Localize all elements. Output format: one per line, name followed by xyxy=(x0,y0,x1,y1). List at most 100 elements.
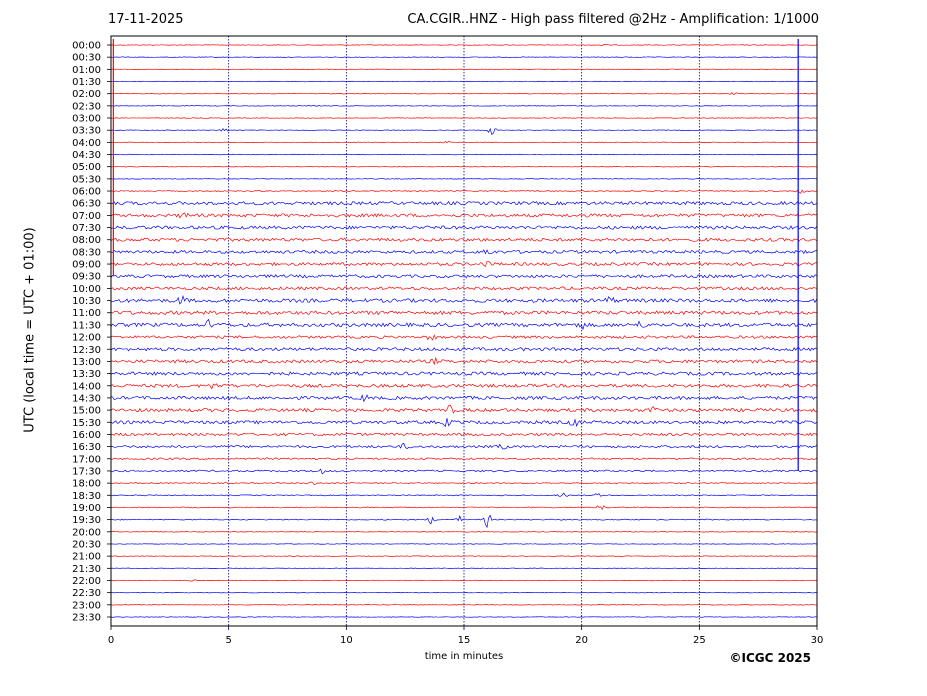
trace-0000 xyxy=(110,44,817,46)
trace-0730 xyxy=(110,225,817,230)
row-label-0530: 05:30 xyxy=(72,174,101,185)
trace-1430 xyxy=(110,394,817,403)
row-label-0600: 06:00 xyxy=(72,187,101,198)
y-axis-label: UTC (local time = UTC + 01:00) xyxy=(22,227,38,433)
row-label-1030: 10:30 xyxy=(72,296,101,307)
row-label-1900: 19:00 xyxy=(72,503,101,514)
row-label-0630: 06:30 xyxy=(72,199,101,210)
x-tick-label-5: 5 xyxy=(225,635,231,646)
trace-1230 xyxy=(110,347,817,352)
x-tick-label-15: 15 xyxy=(458,635,471,646)
row-label-1700: 17:00 xyxy=(72,454,101,465)
row-label-2200: 22:00 xyxy=(72,576,101,587)
row-label-1830: 18:30 xyxy=(72,491,101,502)
row-label-0800: 08:00 xyxy=(72,235,101,246)
trace-2230 xyxy=(110,591,817,594)
trace-1130 xyxy=(110,318,817,331)
trace-1630 xyxy=(110,442,817,450)
row-label-0300: 03:00 xyxy=(72,114,101,125)
plot-date: 17-11-2025 xyxy=(108,12,184,27)
row-label-0730: 07:30 xyxy=(72,223,101,234)
row-label-1800: 18:00 xyxy=(72,479,101,490)
row-label-2230: 22:30 xyxy=(72,588,101,599)
row-label-0030: 00:30 xyxy=(72,53,101,64)
trace-0300 xyxy=(110,117,817,119)
trace-0230 xyxy=(110,105,817,107)
trace-2130 xyxy=(110,567,817,569)
trace-2000 xyxy=(110,531,817,533)
trace-2100 xyxy=(110,555,817,557)
trace-1300 xyxy=(110,356,817,366)
row-label-2030: 20:30 xyxy=(72,539,101,550)
trace-2300 xyxy=(110,604,817,606)
trace-2200 xyxy=(110,579,817,582)
x-tick-label-10: 10 xyxy=(340,635,353,646)
trace-0030 xyxy=(110,56,817,58)
x-tick-label-0: 0 xyxy=(108,635,114,646)
trace-0130 xyxy=(110,80,817,83)
x-tick-label-30: 30 xyxy=(811,635,824,646)
trace-0830 xyxy=(110,249,817,255)
row-label-1400: 14:00 xyxy=(72,381,101,392)
row-label-0100: 01:00 xyxy=(72,65,101,76)
trace-1000 xyxy=(110,286,817,291)
trace-1500 xyxy=(110,404,817,414)
row-label-1200: 12:00 xyxy=(72,333,101,344)
trace-0700 xyxy=(110,212,817,219)
row-label-1530: 15:30 xyxy=(72,418,101,429)
row-label-1600: 16:00 xyxy=(72,430,101,441)
trace-0530 xyxy=(110,178,817,180)
copyright-text: ©ICGC 2025 xyxy=(729,651,811,665)
row-label-0200: 02:00 xyxy=(72,89,101,100)
trace-0430 xyxy=(110,153,817,156)
row-label-1000: 10:00 xyxy=(72,284,101,295)
trace-1830 xyxy=(110,492,817,497)
trace-1600 xyxy=(110,432,817,437)
row-label-0930: 09:30 xyxy=(72,272,101,283)
row-label-0400: 04:00 xyxy=(72,138,101,149)
row-label-1230: 12:30 xyxy=(72,345,101,356)
plot-title: CA.CGIR..HNZ - High pass filtered @2Hz -… xyxy=(407,12,819,27)
trace-1200 xyxy=(110,334,817,341)
row-label-0700: 07:00 xyxy=(72,211,101,222)
row-label-0900: 09:00 xyxy=(72,260,101,271)
trace-0600 xyxy=(110,189,817,194)
row-label-1100: 11:00 xyxy=(72,308,101,319)
row-label-2300: 23:00 xyxy=(72,600,101,611)
trace-0100 xyxy=(110,68,817,70)
x-axis-label: time in minutes xyxy=(424,651,504,662)
row-label-1300: 13:00 xyxy=(72,357,101,368)
trace-0400 xyxy=(110,140,817,144)
row-label-1330: 13:30 xyxy=(72,369,101,380)
trace-0800 xyxy=(110,237,817,242)
x-tick-label-20: 20 xyxy=(575,635,588,646)
row-label-2100: 21:00 xyxy=(72,552,101,563)
row-label-0430: 04:30 xyxy=(72,150,101,161)
trace-0930 xyxy=(110,274,817,279)
trace-0330 xyxy=(110,127,817,136)
trace-1100 xyxy=(110,310,817,316)
row-label-0230: 02:30 xyxy=(72,101,101,112)
row-label-2000: 20:00 xyxy=(72,527,101,538)
row-label-1130: 11:30 xyxy=(72,320,101,331)
trace-0900 xyxy=(110,261,817,267)
trace-1530 xyxy=(110,418,817,428)
trace-1900 xyxy=(110,505,817,511)
row-label-1630: 16:30 xyxy=(72,442,101,453)
row-label-0000: 00:00 xyxy=(72,41,101,52)
trace-0500 xyxy=(110,166,817,168)
row-label-1930: 19:30 xyxy=(72,515,101,526)
trace-1700 xyxy=(110,457,817,461)
trace-1800 xyxy=(110,481,817,486)
row-label-1430: 14:30 xyxy=(72,393,101,404)
row-label-2330: 23:30 xyxy=(72,612,101,623)
trace-1930 xyxy=(110,514,817,529)
row-label-0830: 08:30 xyxy=(72,247,101,258)
x-tick-label-25: 25 xyxy=(693,635,706,646)
trace-1330 xyxy=(110,371,817,376)
trace-2330 xyxy=(110,616,817,618)
trace-0200 xyxy=(110,92,817,95)
row-label-1730: 17:30 xyxy=(72,466,101,477)
trace-1400 xyxy=(110,383,817,390)
row-label-0330: 03:30 xyxy=(72,126,101,137)
